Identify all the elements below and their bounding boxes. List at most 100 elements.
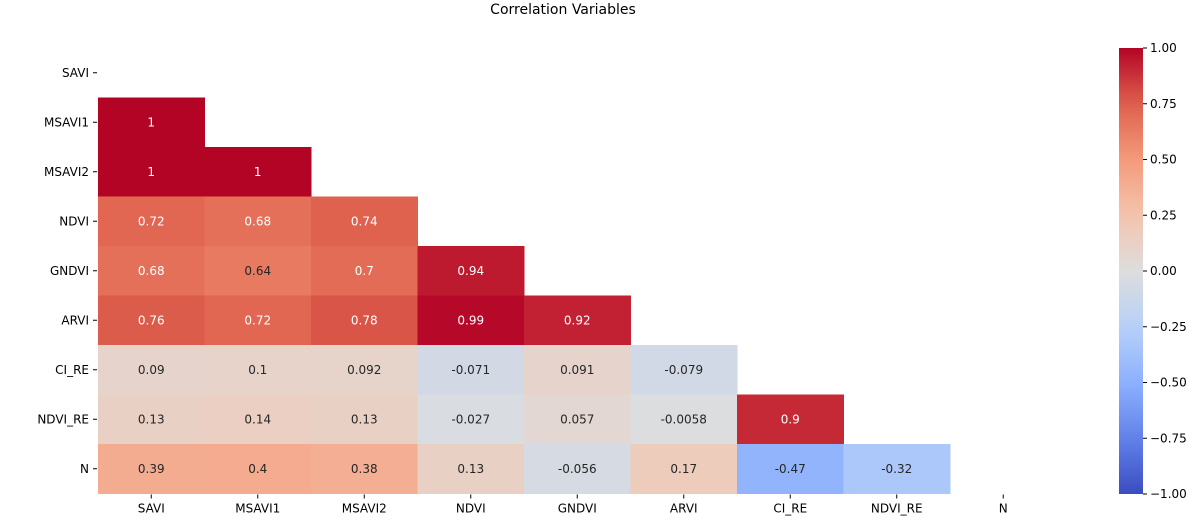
heatmap-cell-label: 0.72 — [244, 313, 271, 327]
colorbar-tick-label: 0.75 — [1150, 97, 1177, 111]
x-tick-label: MSAVI2 — [342, 502, 387, 516]
heatmap-cell-label: 0.13 — [138, 412, 165, 426]
heatmap-cell-label: 0.9 — [781, 412, 800, 426]
x-tick-label: ARVI — [670, 502, 698, 516]
heatmap-cell-label: -0.47 — [775, 462, 806, 476]
heatmap-cell — [98, 295, 205, 346]
heatmap-cell-label: -0.32 — [881, 462, 912, 476]
heatmap-cell-label: 0.057 — [560, 412, 594, 426]
heatmap-cell-label: 1 — [147, 115, 155, 129]
heatmap-cell — [417, 444, 525, 494]
heatmap-cell-label: 0.1 — [248, 363, 267, 377]
heatmap-cell — [630, 444, 738, 494]
heatmap-cell — [311, 345, 418, 395]
heatmap-cell-label: 0.68 — [138, 264, 165, 278]
heatmap-cell — [98, 147, 205, 197]
colorbar-tick-label: −0.25 — [1150, 320, 1187, 334]
heatmap-cell — [524, 295, 631, 346]
heatmap-cell — [630, 345, 738, 395]
heatmap-cell — [98, 97, 205, 148]
colorbar-gradient — [1119, 48, 1143, 494]
heatmap-cell — [417, 295, 525, 346]
x-tick-label: CI_RE — [773, 502, 807, 516]
heatmap-cell — [204, 147, 312, 197]
heatmap-cell-label: 0.17 — [670, 462, 697, 476]
x-axis-labels: SAVI MSAVI1 MSAVI2 NDVI GNDVI ARVI CI_RE NDVI_R… — [138, 494, 1008, 516]
heatmap-cell — [311, 444, 418, 494]
heatmap-cell-label: 1 — [147, 165, 155, 179]
x-tick-label: GNDVI — [558, 502, 597, 516]
y-tick-label: SAVI — [62, 66, 89, 80]
heatmap-cell-label: 0.64 — [244, 264, 271, 278]
heatmap-cell-label: 0.092 — [347, 363, 381, 377]
heatmap-cell-label: -0.079 — [664, 363, 703, 377]
heatmap-cells: 1 1 1 0.72 0.68 0.74 0.68 0.64 0.7 0.94 0.76 0.72 0.… — [98, 97, 951, 494]
colorbar-tick-label: 0.00 — [1150, 264, 1177, 278]
heatmap-cell — [98, 345, 205, 395]
heatmap-cell — [311, 295, 418, 346]
x-tick-label: NDVI_RE — [871, 502, 923, 516]
chart-title: Correlation Variables — [490, 2, 636, 18]
heatmap-cell-label: -0.027 — [451, 412, 490, 426]
heatmap-cell — [311, 394, 418, 445]
x-tick-label: SAVI — [138, 502, 165, 516]
y-tick-label: GNDVI — [50, 264, 89, 278]
heatmap-cell — [98, 196, 205, 247]
y-tick-label: N — [80, 462, 89, 476]
colorbar-tick-label: −0.50 — [1150, 376, 1187, 390]
heatmap-cell — [204, 345, 312, 395]
y-tick-label: NDVI_RE — [37, 412, 89, 426]
colorbar: 1.00 0.75 0.50 0.25 0.00 −0.25 −0.50 −0.75 −1.00 — [1119, 41, 1187, 501]
heatmap-cell-label: 0.72 — [138, 214, 165, 228]
heatmap-cell-label: 0.091 — [560, 363, 594, 377]
heatmap-cell — [204, 196, 312, 247]
heatmap-cell-label: 0.13 — [457, 462, 484, 476]
heatmap-cell — [204, 295, 312, 346]
colorbar-tick-label: 0.50 — [1150, 153, 1177, 167]
heatmap-cell-label: 0.4 — [248, 462, 267, 476]
y-tick-label: MSAVI2 — [44, 165, 89, 179]
x-tick-label: NDVI — [456, 502, 486, 516]
heatmap-cell-label: -0.0058 — [661, 412, 707, 426]
heatmap-cell — [417, 394, 525, 445]
colorbar-tick-label: −0.75 — [1150, 431, 1187, 445]
heatmap-cell-label: 0.39 — [138, 462, 165, 476]
heatmap-cell-label: 0.68 — [244, 214, 271, 228]
heatmap-cell-label: 0.92 — [564, 313, 591, 327]
heatmap-cell-label: 0.7 — [355, 264, 374, 278]
colorbar-tick-label: −1.00 — [1150, 487, 1187, 501]
heatmap-cell-label: 0.78 — [351, 313, 378, 327]
heatmap-cell-label: 0.38 — [351, 462, 378, 476]
heatmap-cell — [417, 246, 525, 296]
heatmap-cell-label: 0.13 — [351, 412, 378, 426]
heatmap-cell — [204, 444, 312, 494]
heatmap-cell — [98, 246, 205, 296]
heatmap-cell — [98, 394, 205, 445]
y-axis-labels: SAVI MSAVI1 MSAVI2 NDVI GNDVI ARVI CI_RE NDVI_R… — [37, 66, 97, 476]
heatmap-cell-label: 0.76 — [138, 313, 165, 327]
heatmap-cell — [630, 394, 738, 445]
heatmap-cell-label: 0.94 — [457, 264, 484, 278]
y-tick-label: NDVI — [59, 214, 89, 228]
heatmap-cell-label: 0.99 — [457, 313, 484, 327]
heatmap-cell — [524, 444, 631, 494]
heatmap-cell — [737, 444, 844, 494]
x-tick-label: N — [999, 502, 1008, 516]
heatmap-cell-label: -0.056 — [558, 462, 597, 476]
heatmap-cell — [204, 394, 312, 445]
colorbar-tick-label: 0.25 — [1150, 208, 1177, 222]
y-tick-label: MSAVI1 — [44, 115, 89, 129]
heatmap-cell — [524, 345, 631, 395]
y-tick-label: ARVI — [61, 313, 89, 327]
colorbar-tick-label: 1.00 — [1150, 41, 1177, 55]
heatmap-cell-label: 0.09 — [138, 363, 165, 377]
x-tick-label: MSAVI1 — [235, 502, 280, 516]
heatmap-cell — [524, 394, 631, 445]
heatmap-cell — [843, 444, 951, 494]
heatmap-cell — [311, 246, 418, 296]
y-tick-label: CI_RE — [55, 363, 89, 377]
heatmap-cell — [311, 196, 418, 247]
heatmap-cell — [98, 444, 205, 494]
heatmap-cell-label: 0.14 — [244, 412, 271, 426]
